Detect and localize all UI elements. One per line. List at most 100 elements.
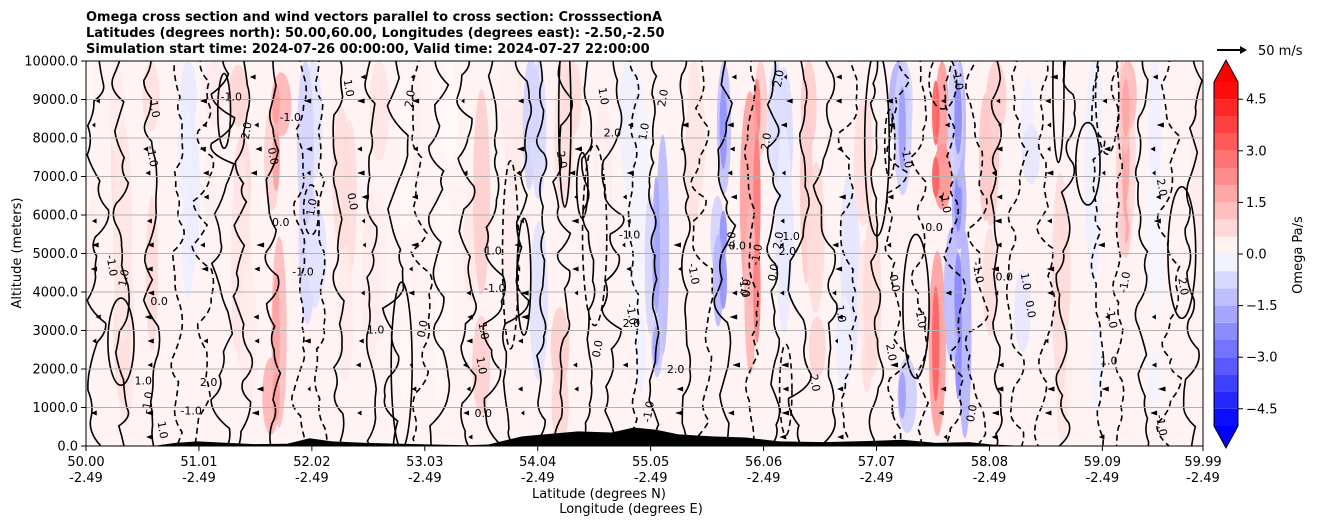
colorbar-level-1 bbox=[1214, 391, 1238, 409]
x-tick-label-lon-1: -2.49 bbox=[182, 471, 216, 486]
omega-band-13-0 bbox=[502, 197, 519, 326]
x-axis-label-longitude: Longitude (degrees E) bbox=[559, 502, 703, 517]
omega-core-21-2 bbox=[753, 237, 761, 344]
contour-line-10 bbox=[332, 61, 345, 446]
contour-loop-5 bbox=[575, 151, 589, 219]
wind-vector-157 bbox=[572, 362, 578, 368]
wind-vector-178 bbox=[1157, 386, 1166, 392]
wind-vector-26 bbox=[254, 122, 259, 128]
wind-vector-87 bbox=[993, 218, 1002, 224]
wind-vector-105 bbox=[1206, 243, 1212, 248]
wind-vector-48 bbox=[995, 146, 1003, 152]
wind-vector-90 bbox=[1206, 219, 1214, 224]
colorbar-tick-label-1: 3.0 bbox=[1246, 144, 1267, 159]
grid-lines bbox=[86, 99, 1203, 408]
omega-core-27-0 bbox=[932, 80, 940, 146]
omega-band-34-1 bbox=[1147, 149, 1165, 321]
x-tick-label-lon-0: -2.49 bbox=[69, 471, 103, 486]
colorbar-extend-top bbox=[1214, 60, 1238, 82]
wind-vector-10 bbox=[199, 98, 207, 104]
wind-vector-189 bbox=[938, 410, 944, 416]
wind-vector-140 bbox=[1151, 314, 1156, 320]
contour-label-64: 0.0 bbox=[415, 319, 431, 338]
contour-label-6: 1.0 bbox=[341, 78, 357, 97]
wind-vector-14 bbox=[461, 98, 465, 104]
omega-band-28-3 bbox=[943, 227, 960, 363]
contour-loop-1 bbox=[883, 108, 896, 179]
omega-band-4-3 bbox=[204, 61, 225, 127]
wind-vector-141 bbox=[1208, 315, 1214, 320]
contour-label-51: 0.0 bbox=[964, 404, 980, 423]
wind-vector-118 bbox=[1208, 267, 1213, 272]
wind-vector-182 bbox=[357, 410, 362, 416]
contour-line-12 bbox=[381, 61, 409, 446]
wind-vector-1 bbox=[360, 74, 366, 80]
contour-label-54: 1.0 bbox=[595, 87, 611, 106]
wind-vector-199 bbox=[892, 434, 896, 440]
contour-line-45 bbox=[1182, 61, 1203, 446]
wind-vector-192 bbox=[1150, 410, 1158, 416]
wind-vector-160 bbox=[780, 362, 789, 368]
wind-vector-132 bbox=[95, 314, 101, 320]
y-tick-label-2: 2000.0 bbox=[33, 363, 79, 378]
omega-band-25-2 bbox=[853, 98, 873, 227]
colorbar-level-18 bbox=[1214, 99, 1238, 117]
wind-vector-65 bbox=[1046, 170, 1054, 176]
wind-vector-103 bbox=[996, 242, 1002, 248]
wind-vector-94 bbox=[256, 242, 265, 248]
contour-loop-0 bbox=[581, 143, 608, 327]
wind-vector-13 bbox=[412, 98, 420, 104]
wind-vector-122 bbox=[466, 290, 471, 296]
y-tick-label-5: 5000.0 bbox=[33, 247, 79, 262]
x-tick-label-lat-7: 57.07 bbox=[858, 455, 895, 470]
wind-vector-179 bbox=[90, 410, 97, 416]
wind-vector-39 bbox=[255, 146, 262, 152]
contour-label-2: -1.0 bbox=[749, 243, 766, 266]
wind-vector-153 bbox=[147, 362, 153, 368]
wind-vector-185 bbox=[675, 410, 683, 416]
wind-vector-71 bbox=[411, 194, 418, 200]
colorbar-tick-label-0: 4.5 bbox=[1246, 93, 1267, 108]
contour-label-43: 2.0 bbox=[779, 245, 797, 258]
wind-vector-62 bbox=[727, 170, 733, 176]
wind-vector-24 bbox=[91, 122, 96, 128]
wind-vector-147 bbox=[358, 338, 364, 344]
wind-vector-74 bbox=[730, 194, 737, 200]
wind-vector-61 bbox=[626, 170, 634, 176]
contour-line-11 bbox=[364, 61, 378, 446]
wind-vector-57 bbox=[357, 170, 365, 176]
wind-vector-124 bbox=[574, 290, 579, 296]
quiver-key-arrowhead bbox=[1240, 46, 1247, 54]
wind-vector-138 bbox=[836, 314, 843, 320]
omega-band-14-3 bbox=[525, 61, 540, 144]
wind-vector-144 bbox=[203, 338, 208, 344]
contour-loop-16 bbox=[107, 297, 135, 387]
wind-vector-107 bbox=[145, 266, 153, 272]
wind-vector-101 bbox=[832, 242, 839, 248]
x-tick-label-lat-10: 59.99 bbox=[1184, 455, 1221, 470]
wind-vector-193 bbox=[146, 434, 153, 440]
wind-vector-12 bbox=[356, 98, 365, 104]
omega-core-33-4 bbox=[1122, 78, 1130, 138]
contour-label-37: 0.0 bbox=[1022, 299, 1038, 318]
wind-vector-176 bbox=[1047, 386, 1055, 392]
contour-line-13 bbox=[410, 61, 433, 446]
wind-vector-180 bbox=[145, 410, 154, 416]
wind-vector-56 bbox=[306, 170, 311, 176]
wind-vector-89 bbox=[1153, 218, 1161, 224]
contour-label-15: 2.0 bbox=[771, 231, 787, 250]
wind-vector-197 bbox=[779, 434, 787, 440]
contour-loop-6 bbox=[928, 61, 958, 110]
wind-vector-31 bbox=[888, 122, 894, 128]
contour-label-45: 2.0 bbox=[758, 132, 774, 151]
terrain-profile bbox=[86, 427, 1203, 446]
wind-vector-97 bbox=[514, 242, 521, 248]
colorbar-level-9 bbox=[1214, 254, 1238, 272]
wind-vector-112 bbox=[572, 266, 579, 272]
wind-vector-81 bbox=[146, 218, 152, 224]
omega-band-5-4 bbox=[228, 65, 249, 127]
wind-vector-96 bbox=[410, 242, 419, 248]
chart-title-line-1: Omega cross section and wind vectors par… bbox=[86, 10, 662, 25]
wind-vector-165 bbox=[256, 386, 264, 392]
quiver-key-label: 50 m/s bbox=[1258, 44, 1303, 59]
